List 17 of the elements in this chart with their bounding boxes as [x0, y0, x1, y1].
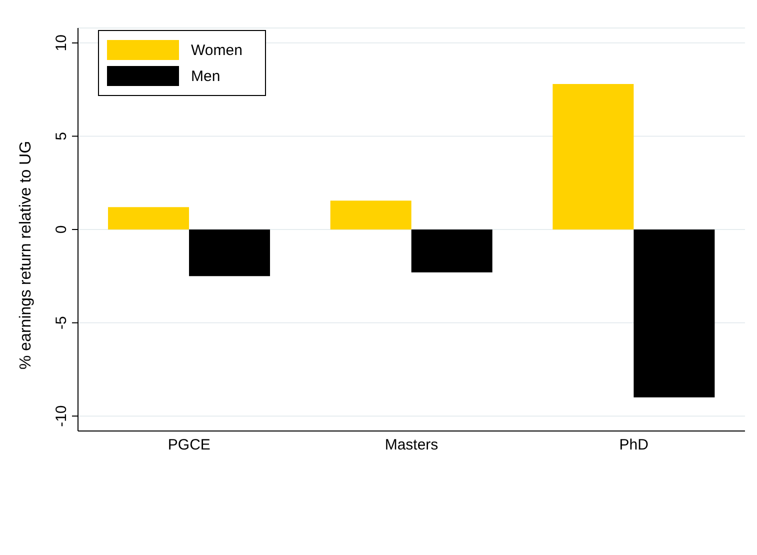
y-tick-label: -10	[53, 405, 70, 427]
x-tick-label: Masters	[384, 436, 438, 454]
x-tick-label: PGCE	[168, 436, 210, 454]
y-tick-label: 10	[53, 34, 70, 52]
bar	[552, 84, 634, 230]
bar	[330, 200, 412, 230]
legend-label: Men	[191, 68, 220, 84]
y-axis-title: % earnings return relative to UG	[18, 140, 35, 370]
y-tick-label: 0	[53, 225, 70, 234]
x-tick-label: PhD	[619, 436, 649, 454]
bar	[411, 230, 492, 272]
bar	[189, 230, 270, 276]
y-tick-label: -5	[53, 316, 70, 330]
bar	[108, 207, 190, 230]
bar	[634, 230, 715, 398]
y-tick-label: 5	[53, 132, 70, 140]
legend-label: Women	[191, 42, 242, 58]
